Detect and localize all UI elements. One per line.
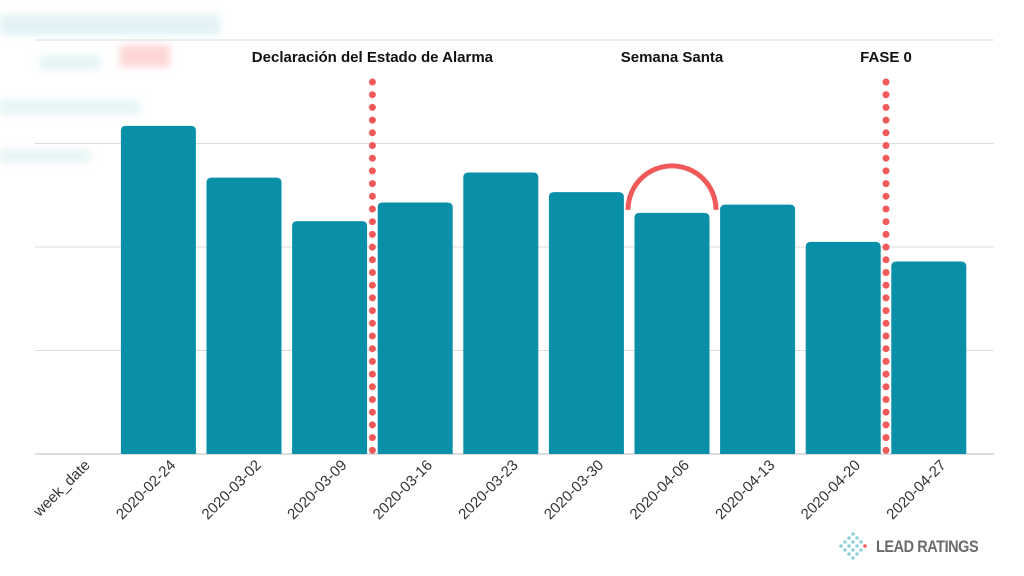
bar xyxy=(463,172,539,455)
logo-dot xyxy=(847,552,851,556)
bar xyxy=(120,125,196,454)
bar xyxy=(891,261,967,454)
logo-dot xyxy=(855,552,859,556)
x-tick-label: 2020-03-09 xyxy=(284,457,350,523)
x-tick-label: 2020-04-06 xyxy=(627,457,693,523)
logo-dot xyxy=(855,544,859,548)
x-tick-label: 2020-04-27 xyxy=(883,457,949,523)
x-tick-label: 2020-03-23 xyxy=(455,457,521,523)
bar xyxy=(548,192,624,454)
x-tick-label: 2020-03-02 xyxy=(199,457,265,523)
bar xyxy=(720,204,796,454)
event-label: Declaración del Estado de Alarma xyxy=(252,49,494,66)
blurred-legend xyxy=(0,0,230,170)
logo-text: LEAD RATINGS xyxy=(876,537,979,556)
logo-dot xyxy=(847,536,851,540)
logo-dot xyxy=(859,548,863,552)
bar xyxy=(206,177,282,454)
logo-dot xyxy=(851,556,855,560)
x-tick-label: 2020-04-13 xyxy=(712,457,778,523)
logo-dot xyxy=(863,544,867,548)
logo-dot xyxy=(859,540,863,544)
bar xyxy=(634,212,710,454)
logo-dot xyxy=(843,548,847,552)
logo-dot xyxy=(851,540,855,544)
bar xyxy=(292,221,368,454)
event-label: Semana Santa xyxy=(621,49,724,66)
bar xyxy=(377,202,453,454)
logo-dot xyxy=(839,544,843,548)
x-tick-label: 2020-03-30 xyxy=(541,457,607,523)
event-label: FASE 0 xyxy=(860,49,912,66)
logo-dot xyxy=(851,548,855,552)
x-tick-label: 2020-02-24 xyxy=(113,457,179,523)
logo-dot xyxy=(855,536,859,540)
bar xyxy=(805,241,881,454)
logo-dot xyxy=(847,544,851,548)
logo-diamond-icon xyxy=(839,532,867,560)
lead-ratings-logo: LEAD RATINGS xyxy=(836,530,996,564)
x-axis-label: week_date xyxy=(30,457,94,521)
logo-dot xyxy=(843,540,847,544)
x-tick-label: 2020-04-20 xyxy=(798,457,864,523)
x-tick-label: 2020-03-16 xyxy=(370,457,436,523)
event-arc xyxy=(625,163,719,210)
logo-dot xyxy=(851,532,855,536)
